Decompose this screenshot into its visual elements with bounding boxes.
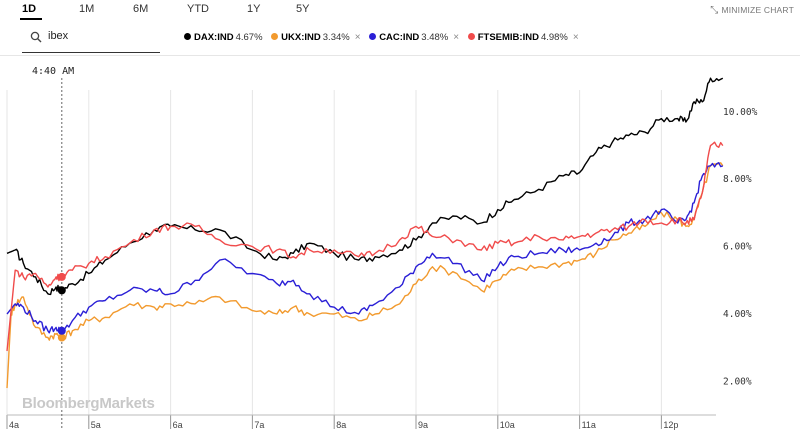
- tab-1y[interactable]: 1Y: [247, 3, 261, 15]
- tab-6m[interactable]: 6M: [133, 3, 149, 15]
- tab-1d[interactable]: 1D: [22, 3, 37, 15]
- header-divider: [0, 55, 800, 56]
- legend-dot-icon: [369, 33, 377, 40]
- series-line-ftsemib: [6, 141, 724, 352]
- legend-symbol: FTSEMIB:IND: [477, 32, 539, 43]
- legend-change: 3.34%: [322, 32, 350, 43]
- series-line-cac: [6, 162, 724, 334]
- remove-ftsemib-close-icon[interactable]: ×: [572, 32, 579, 43]
- x-tick-label: 6a: [173, 420, 183, 430]
- minimize-chart-button[interactable]: ⤡ MINIMIZE CHART: [710, 5, 794, 16]
- x-tick-label: 10a: [500, 420, 515, 430]
- x-tick-label: 9a: [418, 420, 428, 430]
- legend-change: 3.48%: [421, 32, 449, 43]
- active-tab-underline: [20, 18, 42, 20]
- tab-5y[interactable]: 5Y: [296, 3, 310, 15]
- series-line-ukx: [6, 162, 724, 389]
- x-tick-label: 11a: [582, 420, 596, 430]
- x-tick-label: 5a: [91, 420, 101, 430]
- legend-symbol: CAC:IND: [379, 32, 420, 43]
- cursor-time-label: 4:40 AM: [32, 66, 75, 77]
- x-tick-label: 12p: [663, 420, 678, 430]
- search-input[interactable]: [48, 30, 156, 42]
- cursor-marker-ukx: [57, 333, 66, 342]
- tab-1m[interactable]: 1M: [79, 3, 95, 15]
- legend-symbol: UKX:IND: [281, 32, 321, 43]
- bloomberg-markets-watermark: BloombergMarkets: [22, 395, 155, 412]
- y-tick-label: 10.00%: [723, 107, 758, 118]
- legend-dot-icon: [271, 33, 279, 40]
- y-tick-label: 2.00%: [723, 376, 752, 387]
- legend-item-ftsemib: FTSEMIB:IND 4.98% ×: [467, 32, 579, 43]
- x-tick-label: 8a: [336, 420, 346, 430]
- legend-item-cac: CAC:IND 3.48% ×: [369, 32, 459, 43]
- search-box: [22, 26, 160, 53]
- minimize-arrows-icon: ⤡: [710, 5, 719, 16]
- remove-cac-close-icon[interactable]: ×: [453, 32, 460, 43]
- minimize-chart-label: MINIMIZE CHART: [721, 5, 794, 15]
- legend-item-ukx: UKX:IND 3.34% ×: [271, 32, 361, 43]
- legend-dot-icon: [467, 33, 475, 40]
- y-tick-label: 8.00%: [723, 174, 752, 185]
- legend-dot-icon: [184, 33, 191, 40]
- cursor-marker-dax: [57, 286, 66, 295]
- y-tick-label: 6.00%: [723, 242, 752, 253]
- legend-change: 4.67%: [235, 32, 263, 43]
- search-icon: [30, 31, 42, 43]
- x-tick-label: 7a: [254, 420, 264, 430]
- y-tick-label: 4.00%: [723, 309, 752, 320]
- series-line-dax: [6, 77, 724, 296]
- timeframe-tabs: 1D 1M 6M YTD 1Y 5Y ⤡ MINIMIZE CHART: [0, 0, 800, 20]
- legend-symbol: DAX:IND: [194, 32, 234, 43]
- cursor-marker-ftsemib: [57, 272, 66, 281]
- remove-ukx-close-icon[interactable]: ×: [354, 32, 361, 43]
- legend-item-dax: DAX:IND 4.67%: [184, 32, 263, 43]
- cursor-marker-cac: [57, 326, 66, 335]
- x-tick-label: 4a: [9, 420, 19, 430]
- legend-change: 4.98%: [540, 32, 568, 43]
- chart-legend: DAX:IND 4.67% UKX:IND 3.34% × CAC:IND 3.48% ×…: [184, 32, 585, 46]
- tab-ytd[interactable]: YTD: [187, 3, 209, 15]
